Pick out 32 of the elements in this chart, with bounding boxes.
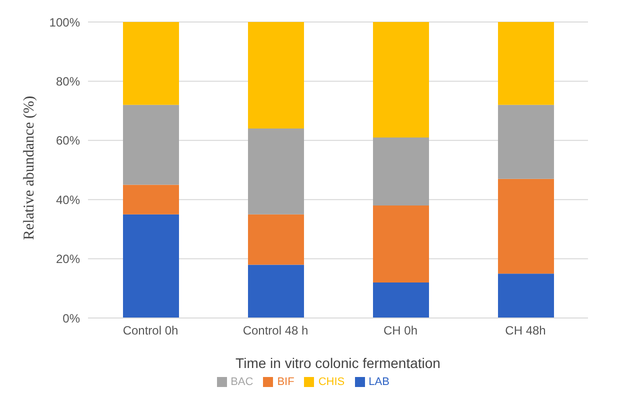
x-axis-title: Time in vitro colonic fermentation [236, 355, 440, 371]
y-axis-title: Relative abundance (%) [21, 96, 38, 240]
bar [498, 274, 554, 318]
bar [498, 22, 554, 105]
bar [248, 128, 304, 214]
legend-label: BAC [230, 376, 254, 388]
x-tick-label: Control 48 h [242, 324, 308, 338]
y-tick-label: 60% [56, 134, 80, 148]
legend-label: CHIS [318, 376, 345, 388]
bar [373, 22, 429, 138]
bar [248, 22, 304, 129]
legend-label: BIF [277, 376, 294, 388]
bar [248, 264, 304, 318]
bar [373, 206, 429, 282]
bar [123, 214, 179, 318]
bar [123, 184, 179, 214]
bar [373, 282, 429, 318]
x-tick-label: Control 0h [122, 324, 178, 338]
y-tick-label: 0% [62, 311, 80, 326]
x-tick-label: CH 0h [383, 324, 418, 338]
bar [498, 178, 554, 274]
y-tick-label: 20% [56, 252, 80, 266]
bar [498, 104, 554, 179]
bar [123, 104, 179, 185]
legend-label: LAB [368, 376, 390, 388]
y-tick-label: 40% [56, 192, 80, 207]
bar [123, 22, 179, 105]
bar [373, 137, 429, 206]
y-tick-label: 80% [56, 74, 80, 88]
y-tick-label: 100% [49, 15, 80, 30]
bar [248, 214, 304, 265]
x-tick-label: CH 48h [505, 324, 546, 338]
